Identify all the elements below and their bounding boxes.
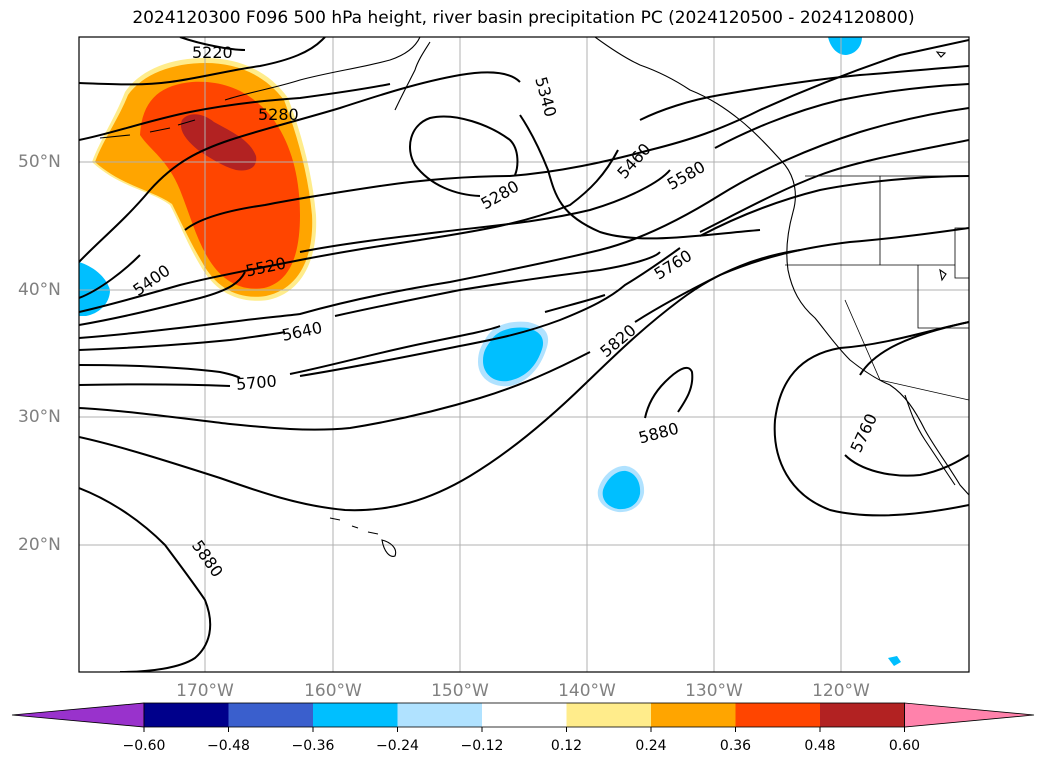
contour-label: 5580 bbox=[664, 157, 709, 194]
contour-label: 5820 bbox=[596, 320, 639, 361]
colorbar-tick-label: −0.48 bbox=[207, 738, 250, 754]
contour-5340 bbox=[79, 71, 521, 263]
colorbar-tick-label: 0.36 bbox=[719, 738, 752, 754]
contour-label: 5340 bbox=[531, 75, 560, 119]
coastlines bbox=[99, 37, 969, 557]
lon-label-120w: 120°W bbox=[812, 681, 870, 701]
colorbar-bin bbox=[397, 703, 482, 727]
negative-anomaly-5 bbox=[888, 656, 901, 666]
negative-anomaly-3 bbox=[79, 262, 110, 316]
political-boundaries bbox=[785, 175, 969, 401]
contour-5760-main bbox=[79, 175, 969, 387]
contour-label: 5460 bbox=[613, 140, 654, 183]
colorbar-bin bbox=[566, 703, 651, 727]
lat-label-30n: 30°N bbox=[18, 407, 61, 427]
contour-label: 5280 bbox=[258, 105, 299, 124]
map-title: 2024120300 F096 500 hPa height, river ba… bbox=[132, 8, 915, 28]
negative-anomaly-4 bbox=[828, 37, 862, 55]
colorbar-bin bbox=[228, 703, 313, 727]
lat-label-50n: 50°N bbox=[18, 152, 61, 172]
colorbar-frame bbox=[143, 702, 905, 728]
lat-label-20n: 20°N bbox=[18, 535, 61, 555]
colorbar-tick-label: −0.24 bbox=[376, 738, 419, 754]
contour-5760-east bbox=[773, 321, 969, 517]
lon-label-140w: 140°W bbox=[558, 681, 616, 701]
contour-5220-b bbox=[179, 37, 246, 51]
negative-anomaly-2-core bbox=[602, 470, 641, 510]
negative-anomaly-1-core bbox=[483, 327, 544, 382]
contour-5700 bbox=[79, 294, 606, 379]
colorbar-tick-label: 0.60 bbox=[888, 738, 921, 754]
colorbar-bin bbox=[820, 703, 905, 727]
colorbar-max-extend bbox=[904, 702, 1035, 728]
contour-label: 5880 bbox=[636, 419, 680, 448]
contour-label: 5640 bbox=[280, 318, 324, 345]
lon-label-160w: 160°W bbox=[304, 681, 362, 701]
lon-label-170w: 170°W bbox=[176, 681, 234, 701]
colorbar-bin bbox=[735, 703, 820, 727]
graticule bbox=[79, 37, 969, 672]
contour-5580 bbox=[79, 107, 969, 339]
colorbar-bin bbox=[313, 703, 398, 727]
contour-5220 bbox=[79, 37, 326, 86]
contour-5520 bbox=[79, 83, 969, 326]
colorbar-bin bbox=[144, 703, 229, 727]
contour-5340-east bbox=[519, 114, 761, 240]
contour-label: 5700 bbox=[235, 371, 277, 393]
contour-5760-east-b bbox=[859, 321, 969, 376]
contour-label: 5760 bbox=[651, 246, 696, 284]
colorbar-min-extend bbox=[11, 702, 145, 728]
positive-anomaly-darkred bbox=[180, 114, 257, 171]
colorbar-tick-label: −0.36 bbox=[291, 738, 335, 754]
colorbar bbox=[11, 702, 1035, 732]
colorbar-tick-label: −0.12 bbox=[460, 738, 504, 754]
contour-5760-east-c bbox=[844, 454, 969, 477]
lat-label-40n: 40°N bbox=[18, 280, 61, 300]
colorbar-bin bbox=[482, 703, 567, 727]
contour-5400 bbox=[79, 39, 969, 299]
positive-anomaly-red bbox=[140, 81, 300, 289]
contour-5880-closed bbox=[644, 366, 694, 419]
colorbar-tick-label: −0.60 bbox=[122, 738, 166, 754]
map-frame bbox=[78, 36, 970, 673]
contour-label: 5880 bbox=[188, 537, 227, 581]
colorbar-tick-label: 0.12 bbox=[550, 738, 583, 754]
contour-5880-main bbox=[79, 249, 801, 512]
colorbar-tick-label: 0.48 bbox=[804, 738, 836, 754]
contour-label: 5280 bbox=[477, 177, 522, 214]
contour-5460 bbox=[79, 65, 969, 313]
lon-label-130w: 130°W bbox=[685, 681, 743, 701]
colorbar-bin bbox=[651, 703, 736, 727]
contour-label: 5220 bbox=[192, 43, 233, 62]
colorbar-tick-label: 0.24 bbox=[635, 738, 667, 754]
contour-5880-sw bbox=[79, 487, 212, 672]
height-contours bbox=[79, 37, 969, 672]
contour-5280-west bbox=[79, 83, 391, 141]
precip-shading bbox=[79, 37, 901, 666]
lon-label-150w: 150°W bbox=[431, 681, 489, 701]
contour-5640 bbox=[79, 139, 969, 351]
